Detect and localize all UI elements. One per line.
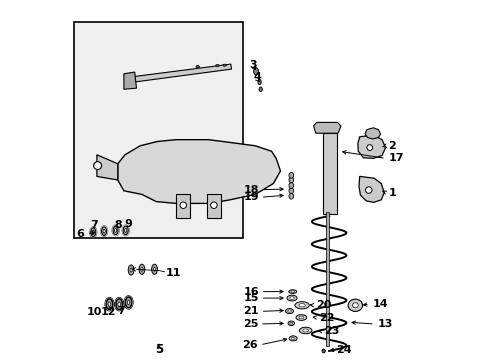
Polygon shape <box>358 176 384 202</box>
Polygon shape <box>127 64 231 83</box>
Ellipse shape <box>151 264 157 274</box>
Ellipse shape <box>288 177 293 183</box>
Text: 22: 22 <box>318 312 333 323</box>
Polygon shape <box>365 128 380 139</box>
Ellipse shape <box>139 264 144 274</box>
Ellipse shape <box>366 145 372 150</box>
Text: 9: 9 <box>124 219 132 229</box>
Ellipse shape <box>288 172 293 178</box>
Ellipse shape <box>114 229 117 232</box>
Ellipse shape <box>196 66 199 68</box>
Ellipse shape <box>108 302 111 306</box>
Ellipse shape <box>103 229 105 233</box>
Text: 12: 12 <box>101 307 116 318</box>
Bar <box>176 194 190 218</box>
Ellipse shape <box>92 230 94 234</box>
Text: 10: 10 <box>86 307 102 318</box>
Ellipse shape <box>322 349 325 353</box>
Ellipse shape <box>288 336 296 341</box>
Text: 16: 16 <box>243 287 258 297</box>
Ellipse shape <box>127 300 130 305</box>
Ellipse shape <box>259 87 262 91</box>
Ellipse shape <box>123 226 128 235</box>
Text: 18: 18 <box>243 185 258 195</box>
Ellipse shape <box>180 202 186 208</box>
Ellipse shape <box>288 290 296 293</box>
Ellipse shape <box>215 64 219 67</box>
Ellipse shape <box>125 297 132 308</box>
Text: 20: 20 <box>316 300 331 310</box>
Polygon shape <box>313 122 340 133</box>
Text: 1: 1 <box>387 188 395 198</box>
Polygon shape <box>357 135 385 158</box>
Ellipse shape <box>113 226 118 235</box>
Ellipse shape <box>130 268 132 272</box>
Text: 24: 24 <box>336 345 351 355</box>
Text: 2: 2 <box>387 141 395 151</box>
Ellipse shape <box>287 310 291 312</box>
Ellipse shape <box>347 299 362 311</box>
Text: 8: 8 <box>114 220 122 230</box>
Text: 5: 5 <box>154 343 163 356</box>
Polygon shape <box>97 155 118 180</box>
Ellipse shape <box>141 267 142 271</box>
Ellipse shape <box>116 299 122 310</box>
Text: 6: 6 <box>76 229 84 239</box>
Ellipse shape <box>102 227 106 235</box>
Polygon shape <box>123 72 136 89</box>
Text: 25: 25 <box>243 319 258 329</box>
Ellipse shape <box>253 68 258 75</box>
Ellipse shape <box>298 303 305 307</box>
Ellipse shape <box>288 183 293 188</box>
Ellipse shape <box>298 316 303 319</box>
Polygon shape <box>118 140 280 203</box>
Ellipse shape <box>223 64 226 66</box>
Ellipse shape <box>118 302 120 306</box>
Text: 23: 23 <box>323 326 338 336</box>
Bar <box>73 22 242 238</box>
Ellipse shape <box>294 302 309 309</box>
Ellipse shape <box>299 327 311 334</box>
Ellipse shape <box>302 329 308 332</box>
Ellipse shape <box>285 309 293 314</box>
Text: 13: 13 <box>377 319 392 329</box>
Bar <box>206 194 221 218</box>
Ellipse shape <box>289 322 292 324</box>
Ellipse shape <box>124 229 126 232</box>
Ellipse shape <box>365 187 371 193</box>
Text: 7: 7 <box>117 306 124 316</box>
Ellipse shape <box>352 303 358 308</box>
Text: 11: 11 <box>166 268 181 278</box>
Text: 4: 4 <box>253 72 261 82</box>
Ellipse shape <box>287 321 294 325</box>
Ellipse shape <box>106 299 113 310</box>
Ellipse shape <box>210 202 217 208</box>
Text: 17: 17 <box>387 153 403 163</box>
Ellipse shape <box>295 315 306 320</box>
Text: 14: 14 <box>371 299 387 309</box>
Text: 21: 21 <box>243 306 258 316</box>
Text: 7: 7 <box>90 220 98 230</box>
Text: 15: 15 <box>243 293 258 303</box>
Bar <box>325 212 328 346</box>
Text: 3: 3 <box>248 60 256 70</box>
Bar <box>322 133 337 214</box>
Ellipse shape <box>289 297 294 300</box>
Ellipse shape <box>153 267 155 271</box>
Ellipse shape <box>286 295 296 301</box>
Ellipse shape <box>258 80 261 85</box>
Ellipse shape <box>128 265 134 275</box>
Ellipse shape <box>94 162 102 170</box>
Ellipse shape <box>291 337 294 339</box>
Ellipse shape <box>288 193 293 199</box>
Ellipse shape <box>288 188 293 194</box>
Text: 19: 19 <box>243 192 258 202</box>
Ellipse shape <box>91 228 96 237</box>
Ellipse shape <box>290 291 294 292</box>
Text: 26: 26 <box>242 340 258 350</box>
